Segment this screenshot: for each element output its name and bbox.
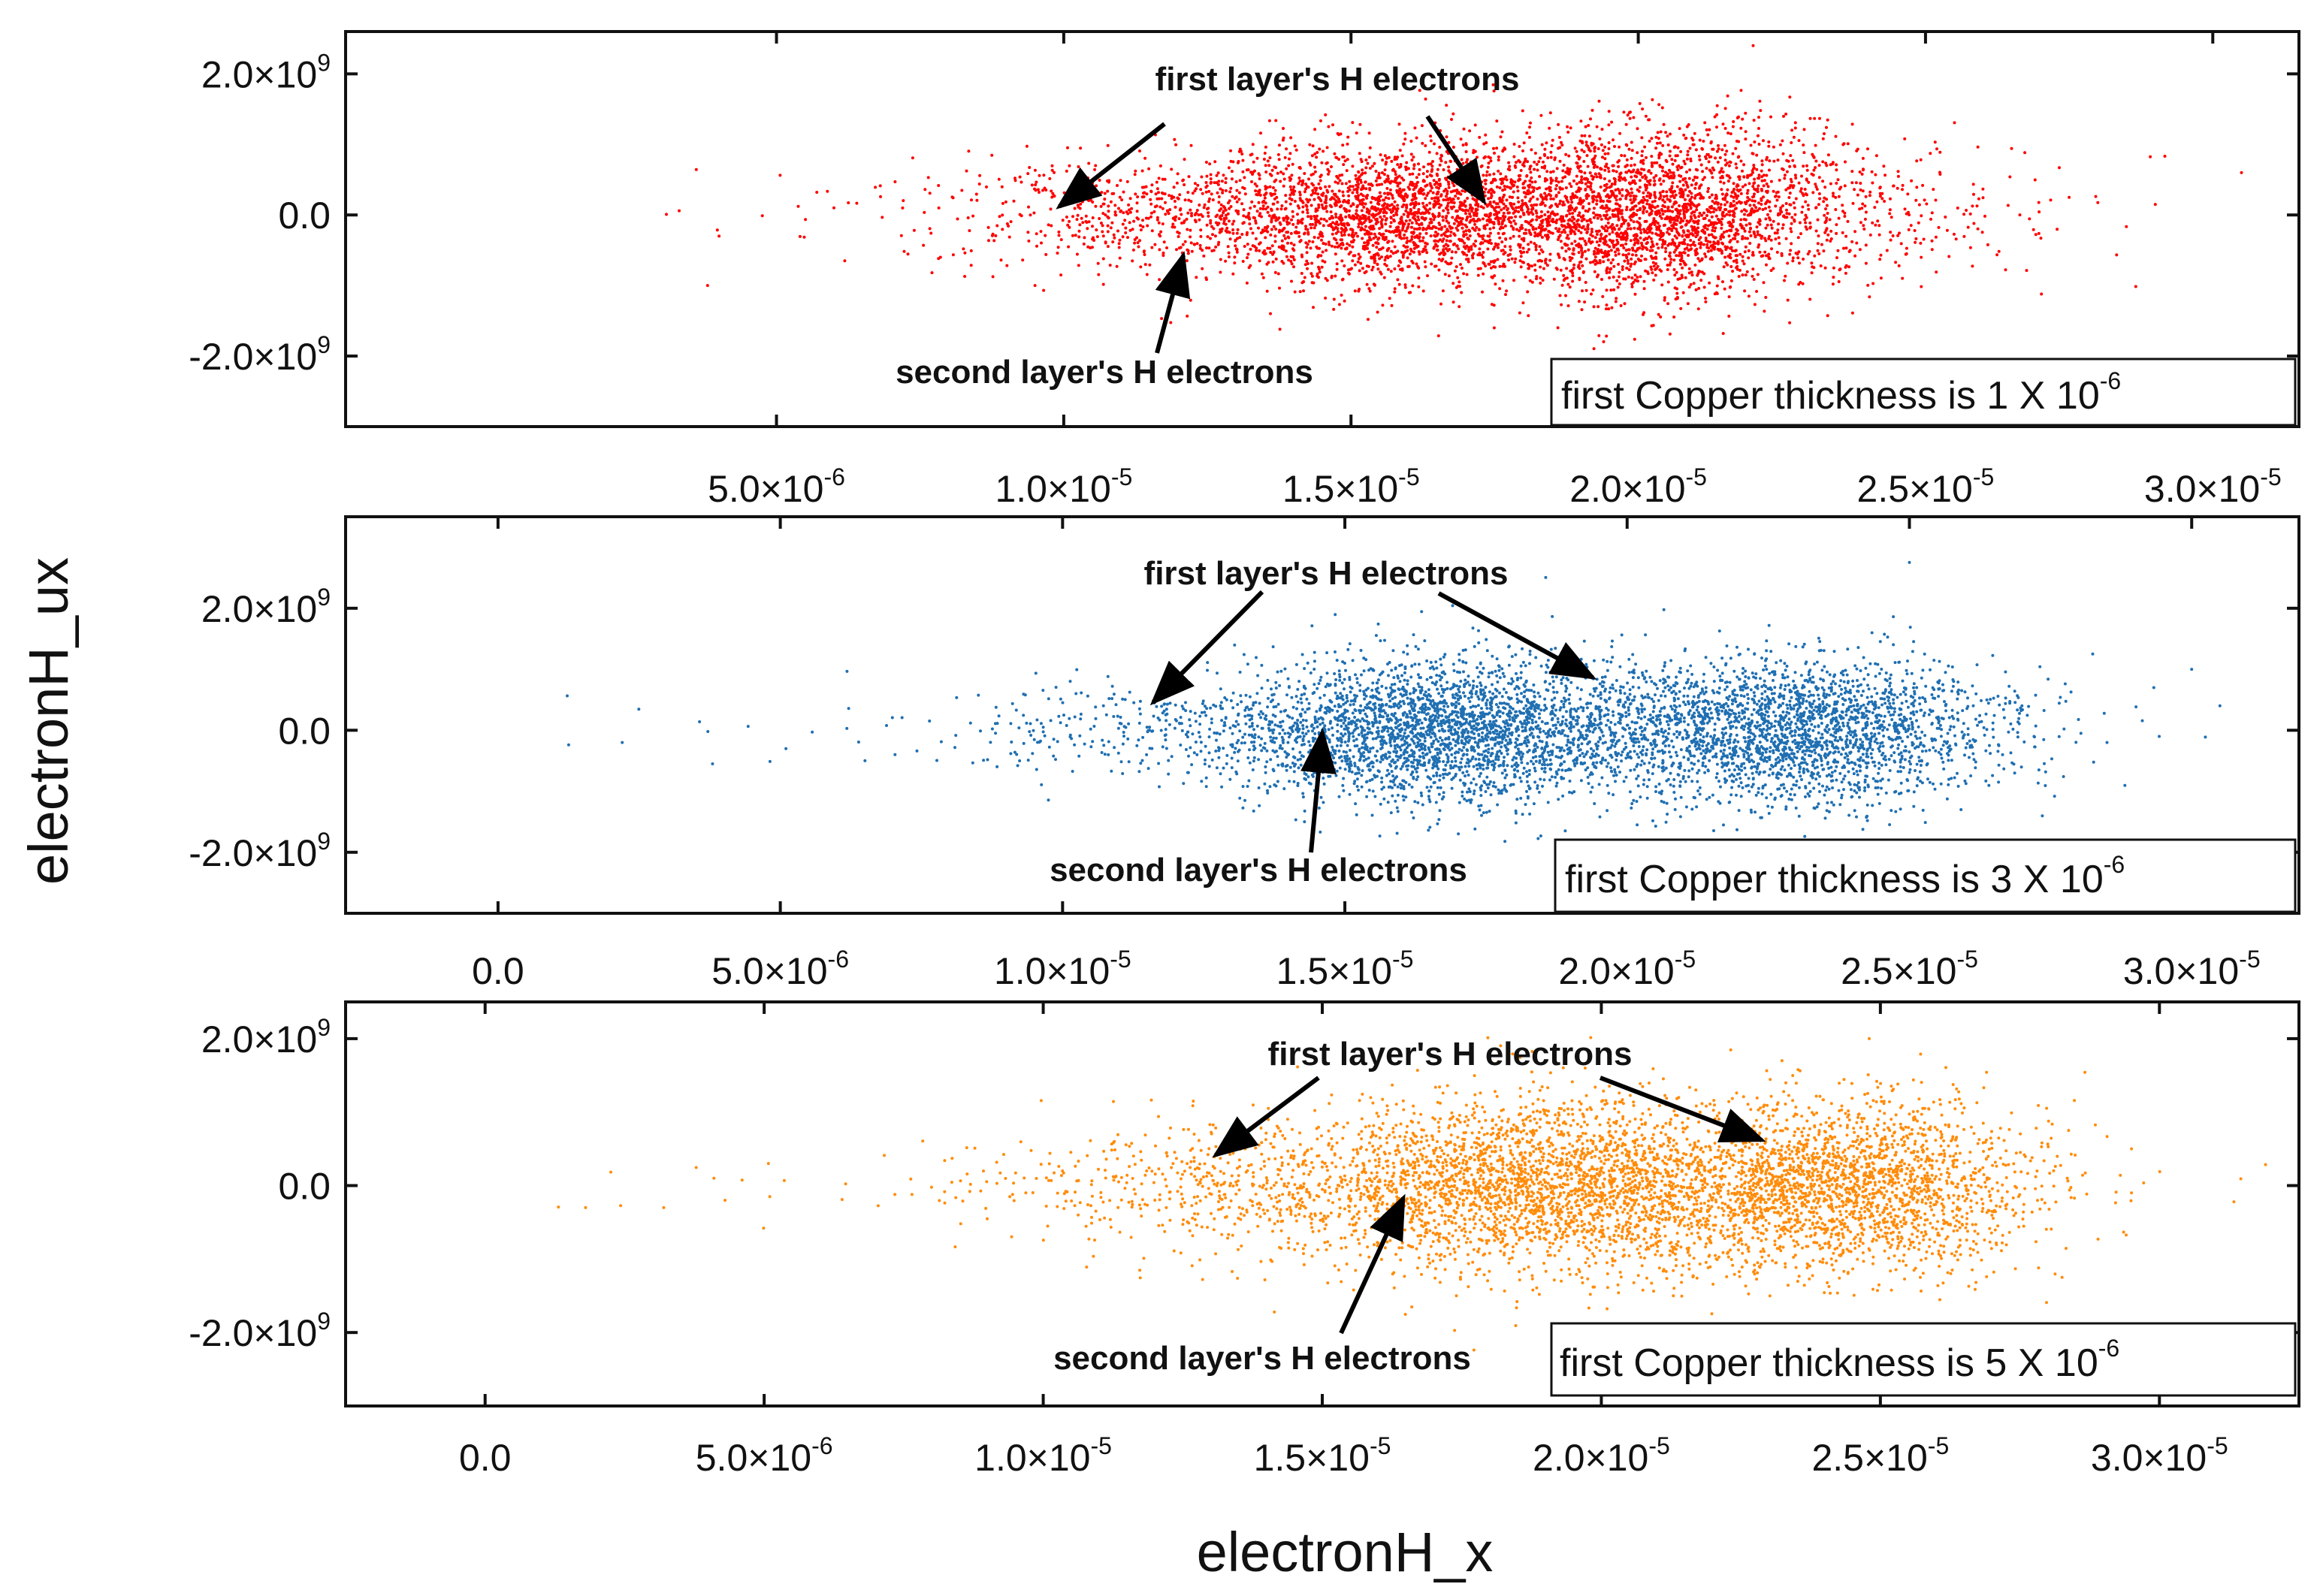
x-tick-label: 2.0×10-5 (1558, 946, 1696, 992)
annotation-first-label: first layer's H electrons (1155, 61, 1520, 98)
plot-frame (344, 515, 2300, 915)
panel-top: -2.0×109 0.0 2.0×109 5.0×10-6 1.0×10-5 1.5×1… (189, 30, 2300, 510)
legend-box: first Copper thickness is 5 X 10-6 (1550, 1322, 2297, 1397)
y-tick-label: 0.0 (278, 710, 331, 752)
annotation-second-label: second layer's H electrons (1050, 852, 1467, 889)
legend-text: first Copper thickness is 5 X 10-6 (1560, 1335, 2119, 1385)
y-axis-title: electronH_ux (17, 557, 80, 885)
x-ticks: 5.0×10-6 1.0×10-5 1.5×10-5 2.0×10-5 2.5×10-5… (708, 32, 2282, 510)
y-ticks: -2.0×109 0.0 2.0×109 (189, 49, 2299, 378)
arrow (1149, 590, 1264, 706)
x-tick-label: 5.0×10-6 (708, 463, 845, 510)
arrow (1212, 1076, 1320, 1158)
annotation-first-label: first layer's H electrons (1268, 1036, 1633, 1073)
y-tick-label: -2.0×109 (189, 1308, 331, 1354)
y-ticks: -2.0×109 0.0 2.0×109 (189, 1014, 2299, 1354)
arrow (1599, 1076, 1766, 1142)
arrow (1056, 122, 1166, 210)
x-ticks: 0.0 5.0×10-6 1.0×10-5 1.5×10-5 2.0×10-5 2.5×1… (459, 1002, 2228, 1479)
x-tick-label: 5.0×10-6 (696, 1432, 833, 1479)
annotation-first-layer: first layer's H electrons (1144, 555, 1597, 706)
panel-bottom: -2.0×109 0.0 2.0×109 0.0 5.0×10-6 1.0×10-5 1.… (189, 1000, 2300, 1479)
x-tick-label: 3.0×10-5 (2123, 946, 2261, 992)
y-ticks: -2.0×109 0.0 2.0×109 (189, 584, 2299, 874)
x-tick-label: 1.5×10-5 (1254, 1432, 1391, 1479)
x-tick-label: 2.0×10-5 (1533, 1432, 1670, 1479)
arrow (1437, 591, 1597, 680)
x-tick-label: 1.5×10-5 (1276, 946, 1414, 992)
x-tick-label: 0.0 (472, 950, 524, 992)
x-tick-label: 5.0×10-6 (711, 946, 849, 992)
annotation-second-label: second layer's H electrons (1053, 1340, 1471, 1377)
x-axis-title: electronH_x (1197, 1521, 1494, 1583)
x-tick-label: 3.0×10-5 (2091, 1432, 2228, 1479)
x-tick-label: 1.0×10-5 (974, 1432, 1112, 1479)
y-tick-label: 2.0×109 (201, 1014, 331, 1060)
arrow (1425, 115, 1487, 205)
x-ticks: 0.0 5.0×10-6 1.0×10-5 1.5×10-5 2.0×10-5 2.5×1… (472, 517, 2261, 992)
x-tick-label: 2.0×10-5 (1569, 463, 1707, 510)
y-tick-label: 2.0×109 (201, 584, 331, 630)
annotation-first-layer: first layer's H electrons (1212, 1036, 1766, 1158)
x-tick-label: 3.0×10-5 (2144, 463, 2282, 510)
x-tick-label: 1.0×10-5 (995, 463, 1132, 510)
points-layer (557, 1036, 2267, 1352)
y-tick-label: -2.0×109 (189, 331, 331, 378)
legend-box: first Copper thickness is 1 X 10-6 (1550, 358, 2297, 427)
arrow (1155, 251, 1191, 354)
x-tick-label: 2.5×10-5 (1857, 463, 1995, 510)
scatter-points (566, 560, 2222, 868)
y-tick-label: 0.0 (278, 1166, 331, 1208)
annotation-first-label: first layer's H electrons (1144, 555, 1509, 592)
legend-text: first Copper thickness is 3 X 10-6 (1565, 851, 2125, 901)
legend-text: first Copper thickness is 1 X 10-6 (1561, 367, 2121, 418)
y-tick-label: 2.0×109 (201, 49, 331, 95)
legend-box: first Copper thickness is 3 X 10-6 (1554, 838, 2297, 913)
annotation-second-label: second layer's H electrons (896, 354, 1313, 391)
x-tick-label: 1.0×10-5 (994, 946, 1131, 992)
annotation-second-layer: second layer's H electrons (896, 251, 1313, 391)
annotation-second-layer: second layer's H electrons (1053, 1193, 1471, 1377)
points-layer (566, 560, 2222, 868)
plot-frame (344, 30, 2300, 428)
x-tick-label: 2.5×10-5 (1811, 1432, 1949, 1479)
y-tick-label: -2.0×109 (189, 828, 331, 874)
arrow (1300, 728, 1337, 853)
annotation-first-layer: first layer's H electrons (1056, 61, 1520, 210)
annotation-second-layer: second layer's H electrons (1050, 728, 1467, 889)
x-tick-label: 1.5×10-5 (1282, 463, 1420, 510)
scatter-points (557, 1036, 2267, 1352)
x-tick-label: 2.5×10-5 (1841, 946, 1978, 992)
arrow (1339, 1193, 1406, 1335)
x-tick-label: 0.0 (459, 1437, 512, 1479)
y-tick-label: 0.0 (278, 195, 331, 237)
panel-middle: -2.0×109 0.0 2.0×109 0.0 5.0×10-6 1.0×10-5 1.… (189, 515, 2300, 992)
